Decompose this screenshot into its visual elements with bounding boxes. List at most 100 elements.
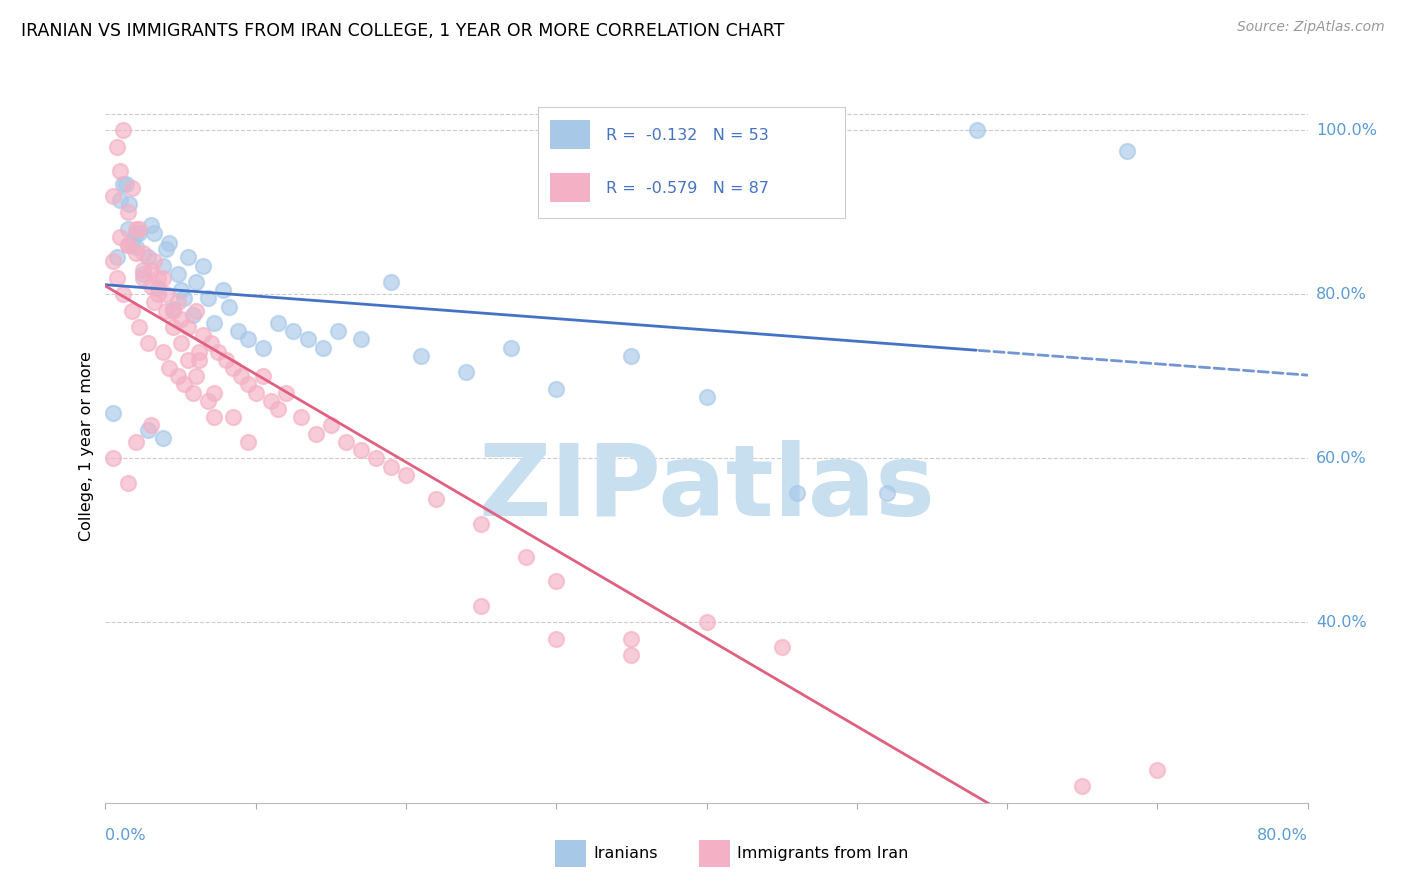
Point: [620, 632, 643, 646]
Point: [546, 382, 568, 396]
Point: [187, 344, 209, 359]
Point: [173, 291, 195, 305]
Point: [124, 246, 146, 260]
Point: [162, 303, 184, 318]
Point: [157, 236, 180, 251]
Point: [112, 177, 135, 191]
Point: [132, 246, 155, 260]
Point: [222, 410, 245, 425]
Point: [229, 369, 252, 384]
Point: [238, 377, 260, 392]
Point: [319, 418, 342, 433]
Point: [112, 287, 135, 301]
Point: [136, 423, 159, 437]
Point: [454, 365, 477, 379]
Point: [177, 251, 200, 265]
Point: [191, 259, 214, 273]
Point: [1146, 763, 1168, 777]
Point: [132, 267, 155, 281]
Point: [200, 336, 222, 351]
Point: [132, 262, 155, 277]
Point: [121, 180, 143, 194]
Point: [335, 434, 357, 449]
Point: [101, 189, 124, 203]
Point: [128, 221, 150, 235]
Point: [238, 434, 260, 449]
Point: [169, 311, 191, 326]
Point: [142, 226, 165, 240]
Point: [187, 352, 209, 367]
Point: [501, 341, 523, 355]
Point: [696, 615, 718, 630]
Point: [121, 303, 143, 318]
Text: Iranians: Iranians: [593, 847, 658, 861]
Point: [966, 123, 988, 137]
Point: [107, 270, 129, 285]
Point: [786, 485, 808, 500]
Point: [267, 316, 290, 330]
Point: [128, 226, 150, 240]
Point: [136, 336, 159, 351]
Point: [169, 336, 191, 351]
Point: [139, 218, 162, 232]
Point: [1116, 144, 1139, 158]
Point: [546, 632, 568, 646]
Point: [226, 324, 249, 338]
Point: [184, 369, 207, 384]
Point: [252, 341, 274, 355]
Point: [184, 303, 207, 318]
Point: [350, 332, 373, 346]
Point: [121, 238, 143, 252]
Point: [245, 385, 267, 400]
Point: [191, 328, 214, 343]
Point: [169, 283, 191, 297]
Point: [238, 332, 260, 346]
Text: 0.0%: 0.0%: [105, 828, 146, 843]
Point: [152, 344, 174, 359]
Point: [107, 139, 129, 153]
Point: [876, 485, 898, 500]
Point: [173, 377, 195, 392]
Point: [395, 467, 418, 482]
Point: [117, 238, 139, 252]
Point: [197, 393, 219, 408]
Text: ZIPatlas: ZIPatlas: [478, 441, 935, 537]
Point: [184, 275, 207, 289]
Point: [425, 492, 447, 507]
Point: [409, 349, 432, 363]
Point: [162, 301, 184, 316]
Point: [146, 270, 169, 285]
Point: [115, 177, 138, 191]
Point: [110, 230, 132, 244]
Point: [274, 385, 297, 400]
Text: IRANIAN VS IMMIGRANTS FROM IRAN COLLEGE, 1 YEAR OR MORE CORRELATION CHART: IRANIAN VS IMMIGRANTS FROM IRAN COLLEGE,…: [21, 22, 785, 40]
Point: [152, 259, 174, 273]
Point: [177, 320, 200, 334]
Point: [207, 344, 229, 359]
Point: [110, 193, 132, 207]
Point: [157, 361, 180, 376]
Point: [546, 574, 568, 589]
Point: [328, 324, 350, 338]
Point: [101, 254, 124, 268]
Point: [181, 385, 204, 400]
Text: 80.0%: 80.0%: [1316, 286, 1367, 301]
Point: [166, 267, 188, 281]
Point: [283, 324, 305, 338]
Text: Immigrants from Iran: Immigrants from Iran: [737, 847, 908, 861]
Point: [155, 242, 177, 256]
Point: [197, 291, 219, 305]
Point: [380, 459, 402, 474]
Point: [101, 406, 124, 420]
Point: [139, 279, 162, 293]
Point: [515, 549, 537, 564]
Point: [350, 443, 373, 458]
Point: [162, 320, 184, 334]
Text: 100.0%: 100.0%: [1316, 123, 1376, 137]
Point: [770, 640, 793, 654]
Point: [139, 418, 162, 433]
Point: [124, 226, 146, 240]
Point: [101, 451, 124, 466]
Point: [117, 475, 139, 490]
Point: [260, 393, 283, 408]
